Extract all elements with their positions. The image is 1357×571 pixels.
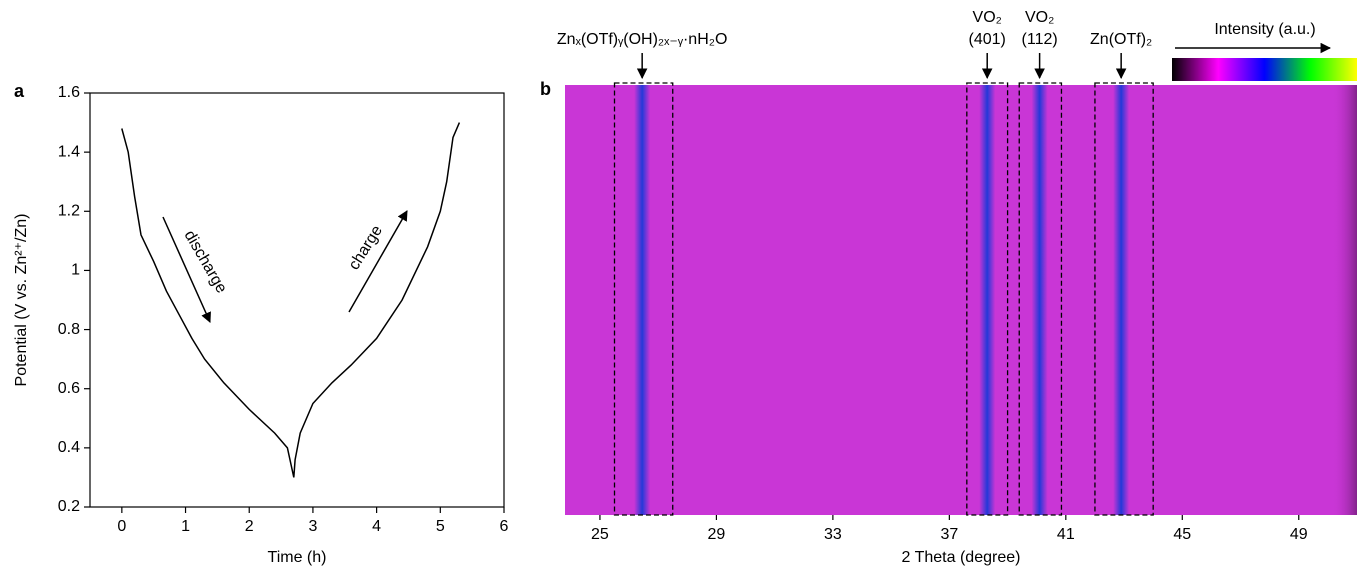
peak-label: VO₂ [1025,9,1054,26]
x-tick-label: 4 [372,518,381,535]
peak-stripe [1031,85,1048,515]
x-tick-label: 37 [940,526,958,543]
x-tick-label: 0 [117,518,126,535]
peak-box [613,82,674,516]
x-tick-label: 33 [824,526,842,543]
x-tick-label: 2 [245,518,254,535]
x-tick-label: 49 [1290,526,1308,543]
y-tick-label: 0.6 [58,380,80,397]
y-axis-label: Potential (V vs. Zn²⁺/Zn) [13,214,30,387]
x-axis-label: Time (h) [268,549,327,566]
y-tick-label: 1 [71,262,80,279]
heatmap-edge [1332,85,1357,515]
peak-stripe [1113,85,1130,515]
y-tick-label: 1.2 [58,203,80,220]
x-tick-label: 25 [591,526,609,543]
x-tick-label: 6 [500,518,509,535]
peak-label: Zn(OTf)₂ [1090,31,1152,48]
annotation: discharge [181,228,230,297]
peak-stripe [634,85,651,515]
y-tick-label: 0.4 [58,439,80,456]
panel-label: b [540,79,551,99]
x-tick-label: 3 [308,518,317,535]
heatmap-background [565,85,1357,515]
peak-box [1018,82,1063,516]
plot-frame [89,92,505,508]
x-tick-label: 45 [1173,526,1191,543]
x-tick-label: 41 [1057,526,1075,543]
peak-label: Znₓ(OTf)ᵧ(OH)₂ₓ₋ᵧ·nH₂O [557,31,728,48]
y-tick-label: 1.6 [58,84,80,101]
peak-label: VO₂ [973,9,1002,26]
x-tick-label: 5 [436,518,445,535]
peak-box [966,82,1009,516]
data-line [121,122,461,478]
colorbar-label: Intensity (a.u.) [1214,21,1315,38]
peak-label: (112) [1022,31,1058,48]
peak-stripe [979,85,996,515]
y-tick-label: 1.4 [58,143,80,160]
x-tick-label: 29 [708,526,726,543]
peak-label: (401) [969,31,1006,48]
y-tick-label: 0.2 [58,498,80,515]
x-tick-label: 1 [181,518,190,535]
peak-box [1094,82,1154,516]
annotation: charge [346,223,386,274]
colorbar [1172,58,1357,81]
arrow [348,210,408,313]
arrow [162,216,211,323]
x-axis-label: 2 Theta (degree) [902,549,1021,566]
panel-label: a [14,81,25,101]
y-tick-label: 0.8 [58,321,80,338]
